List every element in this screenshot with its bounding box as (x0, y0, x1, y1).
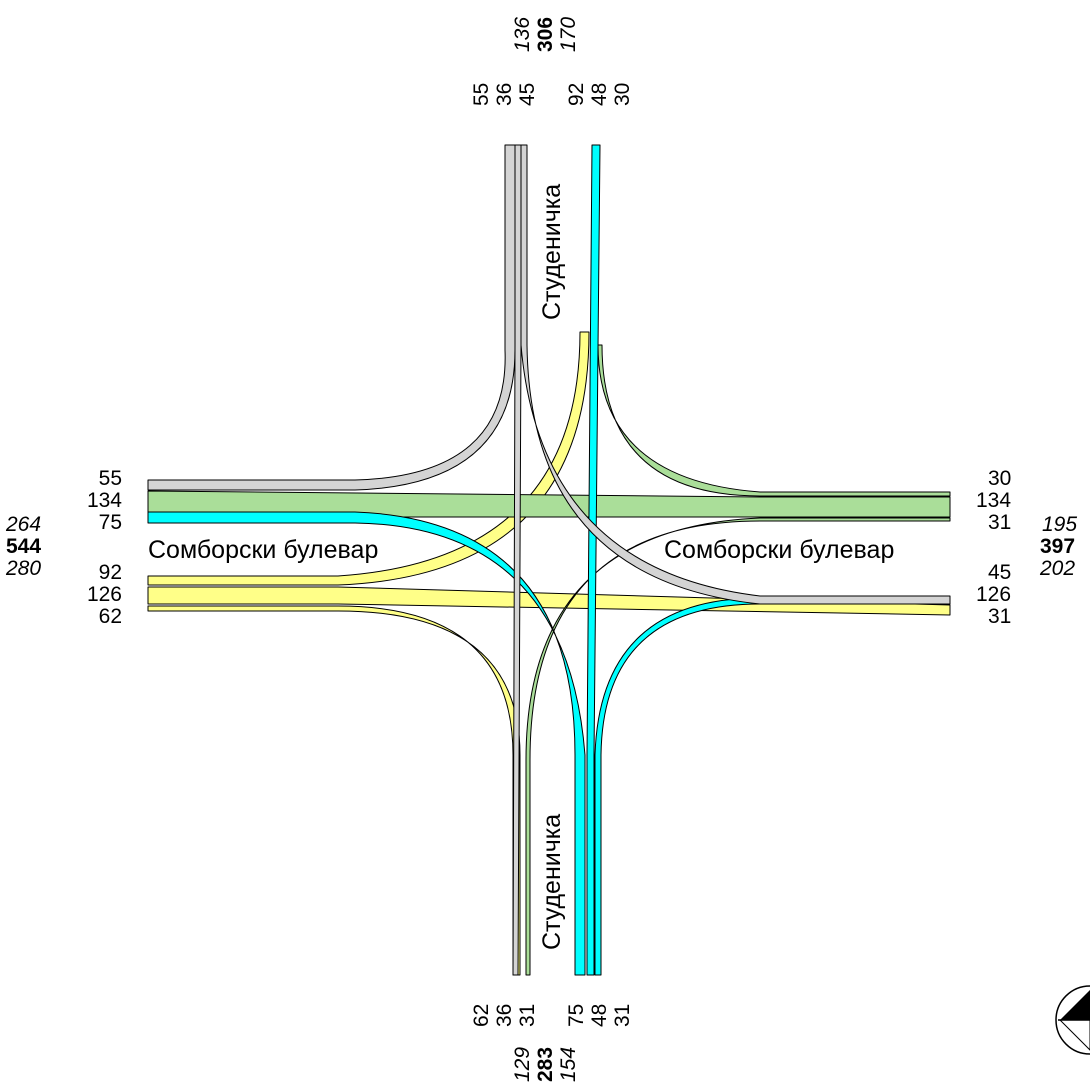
south-lane-count: 31 (516, 1004, 539, 1027)
flow-north-right (147, 144, 516, 491)
north-lane-count: 48 (588, 83, 611, 106)
east-lane-count: 31 (988, 605, 1011, 628)
compass-icon (1055, 985, 1090, 1055)
flow-east-right (597, 344, 951, 497)
flow-west-right (147, 605, 521, 976)
street-name-west: Сомборски булевар (148, 536, 378, 564)
east-lane-count: 126 (976, 583, 1011, 606)
south-lane-count: 62 (470, 1004, 493, 1027)
south-out-total: 154 (557, 1047, 580, 1082)
east-sum-total: 397 (1040, 535, 1075, 558)
east-labels: 30 134 31 45 126 31 195 397 202 (976, 467, 1077, 628)
north-in-total: 136 (511, 17, 534, 52)
south-lane-count: 48 (588, 1004, 611, 1027)
north-out-total: 170 (557, 17, 580, 52)
flow-south-through (586, 144, 601, 976)
flow-south-left (147, 511, 586, 976)
street-name-north: Студеничка (538, 184, 566, 320)
south-in-total: 129 (511, 1047, 534, 1082)
west-sum-total: 544 (6, 535, 41, 558)
flow-west-left (147, 331, 590, 586)
south-lane-count: 36 (493, 1004, 516, 1027)
west-lane-count: 134 (87, 489, 122, 512)
north-lane-count: 55 (470, 83, 493, 106)
street-name-south: Студеничка (538, 814, 566, 950)
east-lane-count: 30 (988, 467, 1011, 490)
north-lane-count: 36 (493, 83, 516, 106)
east-lane-count: 31 (988, 511, 1011, 534)
flow-east-left (525, 517, 951, 976)
south-labels: 62 36 31 75 48 31 129 283 154 (470, 1004, 634, 1082)
flows (147, 144, 951, 976)
street-name-east: Сомборски булевар (664, 536, 894, 564)
flow-south-right (594, 597, 951, 976)
north-lane-count: 45 (516, 83, 539, 106)
west-in-total: 264 (5, 513, 41, 536)
west-lane-count: 55 (99, 467, 122, 490)
west-lane-count: 92 (99, 561, 122, 584)
west-lane-count: 62 (99, 605, 122, 628)
east-out-total: 202 (1039, 557, 1075, 580)
north-lane-count: 92 (565, 83, 588, 106)
east-lane-count: 45 (988, 561, 1011, 584)
west-lane-count: 126 (87, 583, 122, 606)
east-lane-count: 134 (976, 489, 1011, 512)
south-lane-count: 75 (565, 1004, 588, 1027)
flow-north-left (520, 144, 951, 605)
south-sum-total: 283 (534, 1047, 557, 1082)
north-lane-count: 30 (611, 83, 634, 106)
west-labels: 264 544 280 55 134 75 92 126 62 (5, 467, 122, 628)
south-lane-count: 31 (611, 1004, 634, 1027)
flow-west-through (147, 586, 951, 616)
north-sum-total: 306 (534, 17, 557, 52)
west-lane-count: 75 (99, 511, 122, 534)
north-labels: 136 306 170 55 36 45 92 48 30 (470, 17, 634, 106)
west-out-total: 280 (5, 557, 41, 580)
east-in-total: 195 (1042, 513, 1077, 536)
